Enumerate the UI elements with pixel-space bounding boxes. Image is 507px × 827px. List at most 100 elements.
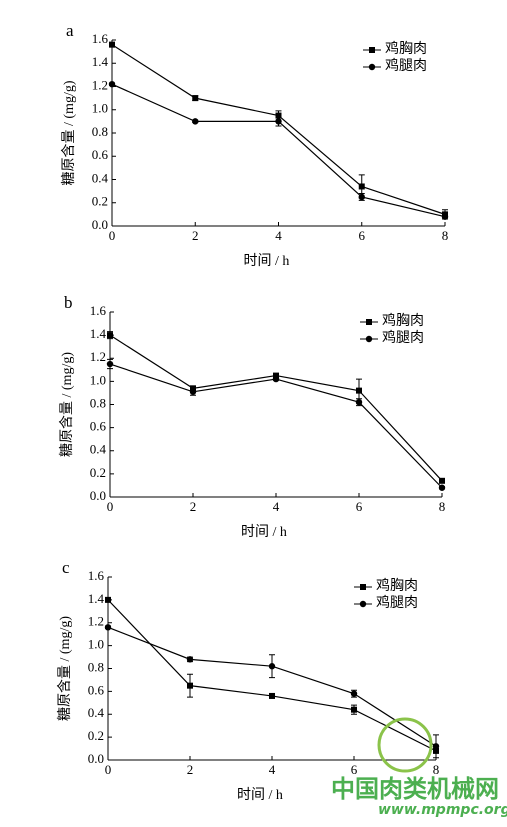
marker <box>109 41 115 48</box>
y-tick-label: 0.0 <box>88 751 104 766</box>
y-tick-label: 1.0 <box>92 101 108 116</box>
x-tick-label: 2 <box>190 499 197 514</box>
y-tick-label: 0.8 <box>88 659 104 674</box>
legend-marker <box>360 584 366 590</box>
marker <box>432 743 440 750</box>
watermark: 中国肉类机械网 www.mpmpc.org <box>331 717 507 818</box>
y-tick-label: 1.4 <box>88 591 105 606</box>
marker <box>356 387 362 394</box>
marker <box>275 118 282 125</box>
legend-label: 鸡腿肉 <box>376 594 418 611</box>
x-tick-label: 4 <box>273 499 280 514</box>
marker <box>273 372 279 379</box>
watermark-title: 中国肉类机械网 <box>331 775 499 803</box>
marker <box>441 213 449 220</box>
x-tick-label: 0 <box>109 228 116 243</box>
x-tick-label: 6 <box>359 228 366 243</box>
y-tick-label: 0.4 <box>92 170 109 185</box>
marker <box>269 692 275 699</box>
y-tick-label: 1.2 <box>88 614 104 629</box>
marker <box>192 118 199 125</box>
y-tick-label: 1.6 <box>90 303 107 318</box>
y-axis-label: 糖原含量 / (mg/g) <box>59 352 75 457</box>
y-tick-label: 0.6 <box>88 682 105 697</box>
y-tick-label: 1.4 <box>92 54 109 69</box>
x-tick-label: 8 <box>439 499 446 514</box>
x-tick-label: 8 <box>433 762 440 777</box>
x-tick-label: 0 <box>105 762 112 777</box>
x-tick-label: 0 <box>107 499 114 514</box>
legend-marker <box>366 319 372 325</box>
x-axis-label: 时间 / h <box>237 787 283 803</box>
x-axis-label: 时间 / h <box>244 253 290 269</box>
x-tick-label: 8 <box>442 228 449 243</box>
y-tick-label: 1.4 <box>90 326 107 341</box>
panel: a 0.0 0.2 0.4 0.6 0.8 1.0 1.2 1.4 1.6 0 2 4 6 8 时间 / h 糖… <box>61 21 448 269</box>
y-tick-label: 1.0 <box>88 637 104 652</box>
marker <box>268 663 276 670</box>
marker <box>358 193 365 201</box>
marker <box>192 95 199 102</box>
y-tick-label: 0.8 <box>90 395 106 410</box>
marker <box>350 690 358 697</box>
x-tick-label: 6 <box>351 762 358 777</box>
marker <box>107 332 113 339</box>
marker <box>189 388 197 395</box>
y-tick-label: 1.2 <box>92 77 108 92</box>
y-tick-label: 0.0 <box>90 488 106 503</box>
y-tick-label: 0.2 <box>90 465 106 480</box>
x-tick-label: 6 <box>356 499 363 514</box>
legend-label: 鸡胸肉 <box>376 577 418 594</box>
y-tick-label: 0.8 <box>92 124 108 139</box>
marker <box>275 112 282 119</box>
panel-label: c <box>62 558 70 577</box>
marker <box>108 80 116 88</box>
y-tick-label: 1.6 <box>92 31 109 46</box>
marker <box>187 682 193 689</box>
y-axis-label: 糖原含量 / (mg/g) <box>61 80 77 185</box>
marker <box>104 624 112 631</box>
legend-marker <box>359 600 367 608</box>
y-tick-label: 0.4 <box>90 442 107 457</box>
y-tick-label: 1.0 <box>90 372 106 387</box>
legend-label: 鸡腿肉 <box>385 57 427 74</box>
y-tick-label: 0.2 <box>92 194 108 209</box>
marker <box>355 398 363 406</box>
y-tick-label: 1.6 <box>88 568 105 583</box>
legend-marker <box>368 63 376 71</box>
legend-label: 鸡胸肉 <box>382 312 424 329</box>
y-tick-label: 0.6 <box>90 419 107 434</box>
panel: c 0.0 0.2 0.4 0.6 0.8 1.0 1.2 1.4 1.6 0 2 4 6 8 时间 / h 糖… <box>57 558 439 803</box>
legend-label: 鸡腿肉 <box>382 329 424 346</box>
legend-marker <box>365 335 373 343</box>
panel-label: b <box>64 293 73 312</box>
data-line <box>109 334 443 482</box>
legend-label: 鸡胸肉 <box>385 40 427 57</box>
marker <box>272 375 280 383</box>
y-tick-label: 1.2 <box>90 349 106 364</box>
panel: b 0.0 0.2 0.4 0.6 0.8 1.0 1.2 1.4 1.6 0 2 4 6 8 时间 / h 糖… <box>59 293 445 540</box>
watermark-url: www.mpmpc.org <box>378 802 507 818</box>
watermark-logo <box>377 717 433 773</box>
data-line <box>111 83 446 218</box>
y-tick-label: 0.2 <box>88 728 104 743</box>
marker <box>439 477 445 484</box>
x-tick-label: 2 <box>187 762 194 777</box>
y-tick-label: 0.0 <box>92 217 108 232</box>
y-tick-label: 0.6 <box>92 147 109 162</box>
y-tick-label: 0.4 <box>88 705 105 720</box>
marker <box>351 706 357 713</box>
x-axis-label: 时间 / h <box>241 524 287 540</box>
panel-label: a <box>66 21 74 40</box>
marker <box>186 656 194 663</box>
marker <box>106 360 114 368</box>
x-tick-label: 4 <box>269 762 276 777</box>
marker <box>438 484 446 491</box>
y-axis-label: 糖原含量 / (mg/g) <box>57 616 73 721</box>
x-tick-label: 2 <box>192 228 199 243</box>
marker <box>105 596 111 603</box>
x-tick-label: 4 <box>275 228 282 243</box>
legend-marker <box>369 47 375 53</box>
